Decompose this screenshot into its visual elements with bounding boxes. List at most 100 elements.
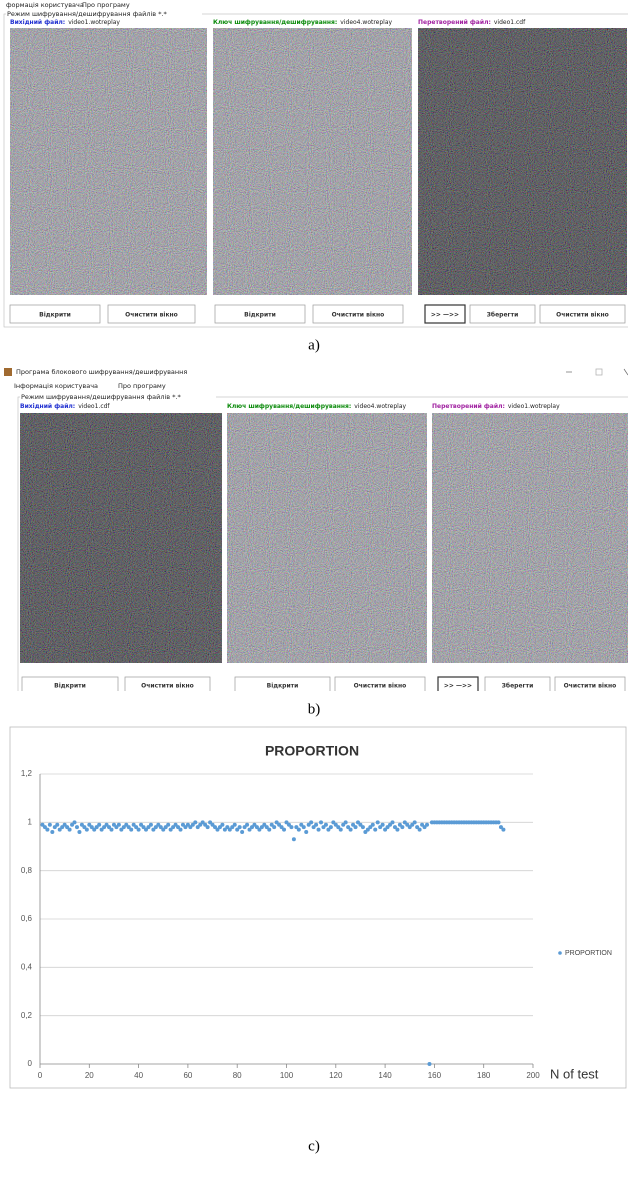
data-point: [390, 820, 394, 824]
x-tick-label: 0: [38, 1071, 43, 1080]
pane-label: Ключ шифрування/дешифрування:video4.wotr…: [227, 403, 407, 410]
data-point: [314, 823, 318, 827]
data-point: [381, 823, 385, 827]
y-tick-label: 0,4: [21, 962, 33, 971]
pane-label-key: Перетворений файл:: [432, 403, 505, 410]
data-point: [97, 823, 101, 827]
button-label: Зберегти: [487, 312, 519, 319]
pane-file: video4.wotreplay: [354, 403, 406, 410]
button-label: Очистити вікно: [332, 312, 385, 319]
x-tick-label: 120: [329, 1071, 343, 1080]
data-point: [109, 828, 113, 832]
data-point: [302, 825, 306, 829]
data-point: [309, 820, 313, 824]
pane-label-key: Ключ шифрування/дешифрування:: [227, 403, 351, 410]
x-tick-label: 200: [526, 1071, 540, 1080]
menu-item: Про програму: [118, 382, 166, 390]
y-tick-label: 0,6: [21, 914, 33, 923]
data-point: [297, 828, 301, 832]
x-tick-label: 100: [280, 1071, 294, 1080]
button-label: Очистити вікно: [125, 312, 178, 319]
data-point: [304, 830, 308, 834]
pane-label-key: Ключ шифрування/дешифрування:: [213, 19, 337, 26]
group-label: Режим шифрування/дешифрування файлів *.*: [21, 393, 182, 401]
data-point: [193, 820, 197, 824]
group-label: Режим шифрування/дешифрування файлів *.*: [7, 10, 168, 18]
data-point: [238, 825, 242, 829]
x-tick-label: 180: [477, 1071, 491, 1080]
noise-image: [20, 413, 222, 663]
y-tick-label: 1,2: [21, 769, 33, 778]
data-point: [85, 828, 89, 832]
menu-item: Про програму: [82, 1, 130, 9]
data-point: [220, 823, 224, 827]
data-point: [137, 828, 141, 832]
pane-label-key: Вихідний файл:: [20, 403, 75, 410]
button-label: Зберегти: [502, 683, 534, 690]
close-icon: [624, 369, 628, 375]
crop-mask: [0, 691, 628, 699]
data-point: [282, 828, 286, 832]
pane-label: Вихідний файл:video1.wotreplay: [10, 19, 120, 26]
button-label: Очистити вікно: [564, 683, 617, 690]
caption: a): [308, 337, 320, 353]
button-label: Відкрити: [54, 683, 86, 690]
caption: b): [308, 701, 321, 717]
pane-file: video1.wotreplay: [508, 403, 560, 410]
pane-label: Перетворений файл:video1.wotreplay: [432, 403, 560, 410]
data-point: [206, 825, 210, 829]
maximize-icon: [596, 369, 602, 375]
pane-label-key: Вихідний файл:: [10, 19, 65, 26]
y-tick-label: 0,8: [21, 866, 33, 875]
y-tick-label: 0: [28, 1059, 33, 1068]
button-label: Відкрити: [267, 683, 299, 690]
x-tick-label: 40: [134, 1071, 143, 1080]
data-point: [501, 828, 505, 832]
pane-label: Вихідний файл:video1.cdf: [20, 403, 110, 410]
pane-file: video1.cdf: [494, 19, 526, 26]
noise-image: [418, 28, 627, 295]
data-point: [373, 828, 377, 832]
data-point: [245, 823, 249, 827]
data-point: [240, 830, 244, 834]
pane-label: Перетворений файл:video1.cdf: [418, 19, 526, 26]
noise-image: [10, 28, 207, 295]
window-title: Програма блокового шифрування/дешифруван…: [16, 368, 187, 376]
chart-title: PROPORTION: [265, 743, 359, 759]
figure: формація користувачаПро програмуРежим ши…: [0, 0, 628, 1180]
x-tick-label: 20: [85, 1071, 94, 1080]
data-point: [233, 823, 237, 827]
pane-file: video4.wotreplay: [340, 19, 392, 26]
data-point: [376, 820, 380, 824]
data-point: [50, 830, 54, 834]
data-point: [272, 825, 276, 829]
data-point: [354, 825, 358, 829]
legend-label: PROPORTION: [565, 950, 612, 957]
noise-image: [227, 413, 427, 663]
window-icon: [4, 368, 12, 376]
data-point: [496, 820, 500, 824]
data-point: [129, 828, 133, 832]
data-point: [117, 823, 121, 827]
data-point: [317, 828, 321, 832]
data-point: [418, 828, 422, 832]
x-tick-label: 60: [183, 1071, 192, 1080]
data-point: [267, 828, 271, 832]
button-label: Відкрити: [244, 312, 276, 319]
button-label: Очистити вікно: [141, 683, 194, 690]
data-point: [349, 828, 353, 832]
data-point: [427, 1062, 431, 1066]
data-point: [179, 828, 183, 832]
menu-item: Інформація користувача: [14, 382, 98, 390]
data-point: [371, 823, 375, 827]
x-tick-label: 80: [233, 1071, 242, 1080]
x-tick-label: 140: [378, 1071, 392, 1080]
pane-label-key: Перетворений файл:: [418, 19, 491, 26]
data-point: [55, 823, 59, 827]
y-tick-label: 1: [28, 817, 33, 826]
data-point: [75, 825, 79, 829]
y-tick-label: 0,2: [21, 1011, 33, 1020]
legend-marker: [558, 951, 562, 955]
data-point: [395, 828, 399, 832]
